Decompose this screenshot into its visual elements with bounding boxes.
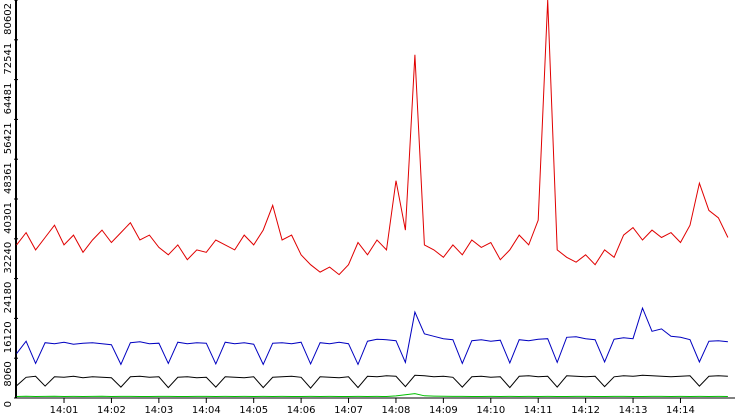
series-line [16,0,729,276]
x-tick-label: 14:05 [239,405,268,415]
x-tick-label: 14:02 [97,405,126,415]
y-tick-label: 56421 [3,122,14,154]
y-tick-label: 24180 [3,282,14,314]
y-tick-label: 0 [3,401,14,407]
series-line [16,393,728,398]
x-tick-label: 14:10 [476,405,505,415]
x-tick-label: 14:12 [571,405,600,415]
series-line [16,306,728,366]
x-tick-label: 14:08 [382,405,411,415]
x-tick-label: 14:03 [144,405,173,415]
y-tick-label: 64481 [3,83,14,115]
y-tick-label: 40301 [3,202,14,234]
x-tick-label: 14:14 [666,405,695,415]
x-tick-label: 14:07 [334,405,363,415]
y-tick-label: 16120 [3,321,14,353]
x-tick-label: 14:13 [619,405,648,415]
y-tick-label: 32240 [3,242,14,274]
y-tick-label: 48361 [3,162,14,194]
x-tick-label: 14:06 [287,405,316,415]
x-tick-label: 14:04 [192,405,221,415]
y-tick-label: 8060 [3,361,14,386]
x-tick-label: 14:09 [429,405,458,415]
x-tick-label: 14:11 [524,405,553,415]
x-tick-label: 14:01 [50,405,79,415]
series-line [16,374,728,389]
y-tick-label: 80602 [3,3,14,35]
y-tick-label: 72541 [3,43,14,75]
